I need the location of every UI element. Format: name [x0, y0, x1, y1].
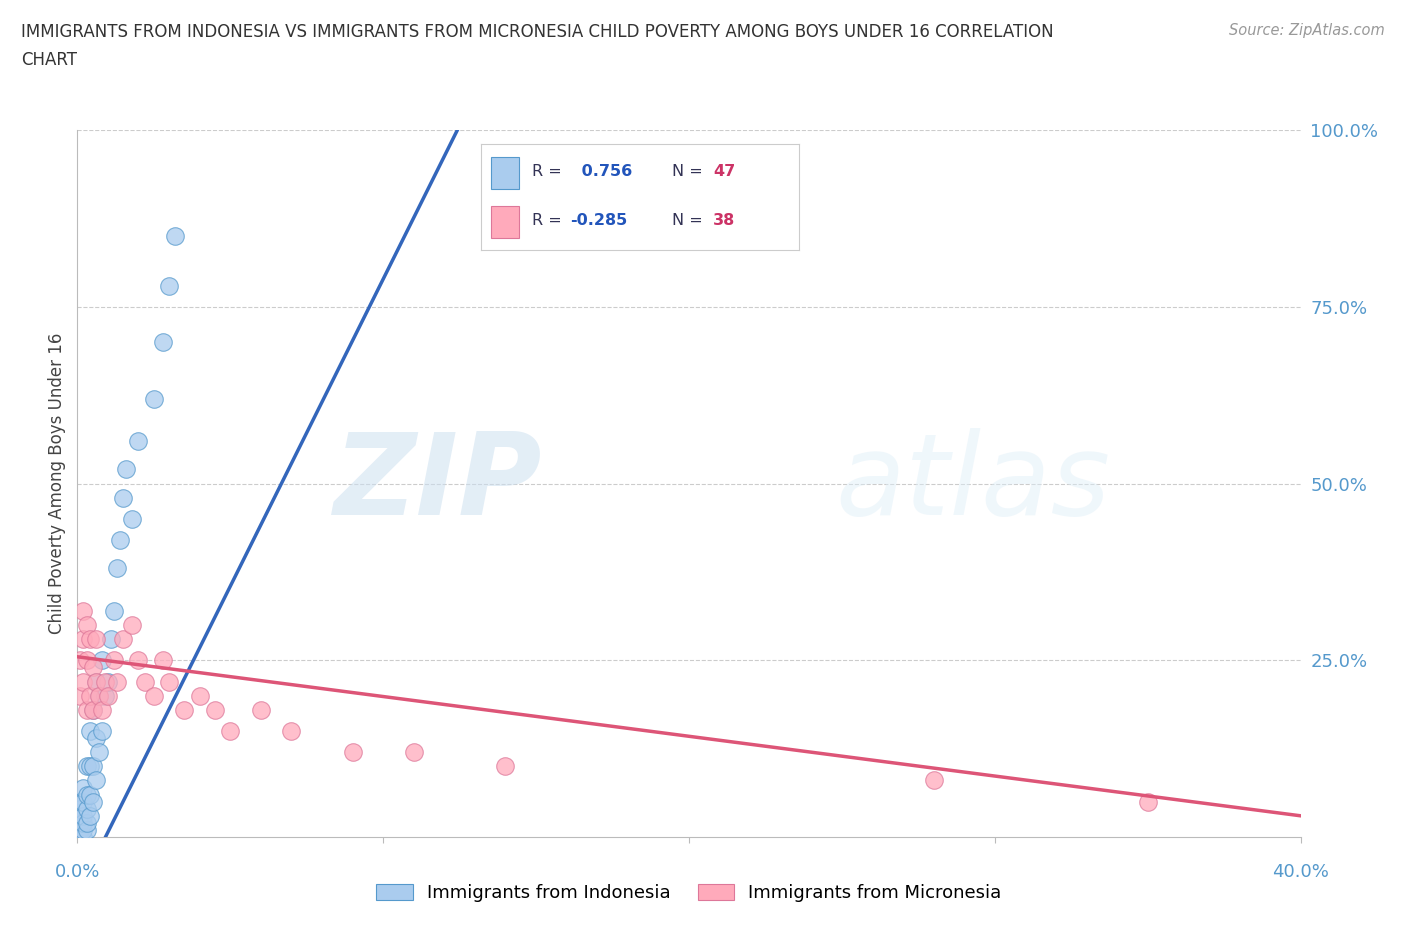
Point — [84, 674, 107, 689]
Point — [250, 702, 273, 717]
Point — [1136, 794, 1159, 809]
Point — [76, 618, 98, 632]
Point — [121, 618, 143, 632]
Point — [90, 653, 112, 668]
Point — [100, 631, 122, 646]
Text: 40.0%: 40.0% — [1272, 863, 1329, 882]
Point — [72, 604, 94, 618]
Point — [90, 724, 112, 738]
Point — [79, 688, 101, 703]
Point — [72, 674, 94, 689]
Point — [105, 674, 128, 689]
Point — [76, 802, 98, 817]
Point — [127, 653, 149, 668]
Point — [134, 674, 156, 689]
Point — [94, 674, 117, 689]
Point — [165, 229, 187, 244]
Point — [97, 688, 120, 703]
Point — [72, 780, 94, 795]
Point — [157, 674, 180, 689]
Point — [79, 724, 101, 738]
Point — [127, 433, 149, 448]
Point — [82, 660, 104, 675]
Point — [69, 808, 91, 823]
Point — [402, 745, 425, 760]
Point — [94, 688, 117, 703]
Point — [82, 794, 104, 809]
Point — [69, 653, 91, 668]
Point — [82, 759, 104, 774]
Point — [173, 702, 195, 717]
Point — [76, 787, 98, 802]
Point — [280, 724, 302, 738]
Point — [105, 561, 128, 576]
Point — [204, 702, 226, 717]
Point — [87, 745, 110, 760]
Point — [87, 688, 110, 703]
Point — [90, 702, 112, 717]
Point — [69, 822, 91, 837]
Legend: Immigrants from Indonesia, Immigrants from Micronesia: Immigrants from Indonesia, Immigrants fr… — [370, 877, 1008, 910]
Point — [152, 335, 174, 350]
Point — [495, 759, 517, 774]
Point — [72, 808, 94, 823]
Point — [121, 512, 143, 526]
Point — [157, 278, 180, 293]
Text: 0.0%: 0.0% — [55, 863, 100, 882]
Point — [69, 688, 91, 703]
Point — [72, 816, 94, 830]
Point — [72, 830, 94, 844]
Point — [142, 688, 165, 703]
Text: ZIP: ZIP — [333, 428, 543, 539]
Point — [152, 653, 174, 668]
Text: Source: ZipAtlas.com: Source: ZipAtlas.com — [1229, 23, 1385, 38]
Y-axis label: Child Poverty Among Boys Under 16: Child Poverty Among Boys Under 16 — [48, 333, 66, 634]
Point — [76, 653, 98, 668]
Point — [82, 702, 104, 717]
Point — [112, 490, 135, 505]
Point — [142, 392, 165, 406]
Point — [79, 808, 101, 823]
Point — [115, 462, 138, 477]
Text: CHART: CHART — [21, 51, 77, 69]
Point — [76, 759, 98, 774]
Point — [69, 822, 91, 837]
Point — [69, 830, 91, 844]
Point — [87, 688, 110, 703]
Text: atlas: atlas — [835, 428, 1111, 539]
Point — [79, 631, 101, 646]
Point — [219, 724, 242, 738]
Point — [84, 773, 107, 788]
Point — [84, 674, 107, 689]
Point — [108, 533, 131, 548]
Point — [72, 822, 94, 837]
Text: IMMIGRANTS FROM INDONESIA VS IMMIGRANTS FROM MICRONESIA CHILD POVERTY AMONG BOYS: IMMIGRANTS FROM INDONESIA VS IMMIGRANTS … — [21, 23, 1053, 41]
Point — [76, 702, 98, 717]
Point — [69, 802, 91, 817]
Point — [922, 773, 945, 788]
Point — [79, 787, 101, 802]
Point — [82, 702, 104, 717]
Point — [342, 745, 364, 760]
Point — [69, 816, 91, 830]
Point — [69, 816, 91, 830]
Point — [69, 794, 91, 809]
Point — [84, 631, 107, 646]
Point — [76, 822, 98, 837]
Point — [103, 604, 125, 618]
Point — [84, 731, 107, 746]
Point — [79, 759, 101, 774]
Point — [112, 631, 135, 646]
Point — [103, 653, 125, 668]
Point — [76, 816, 98, 830]
Point — [72, 631, 94, 646]
Point — [188, 688, 211, 703]
Point — [72, 794, 94, 809]
Point — [97, 674, 120, 689]
